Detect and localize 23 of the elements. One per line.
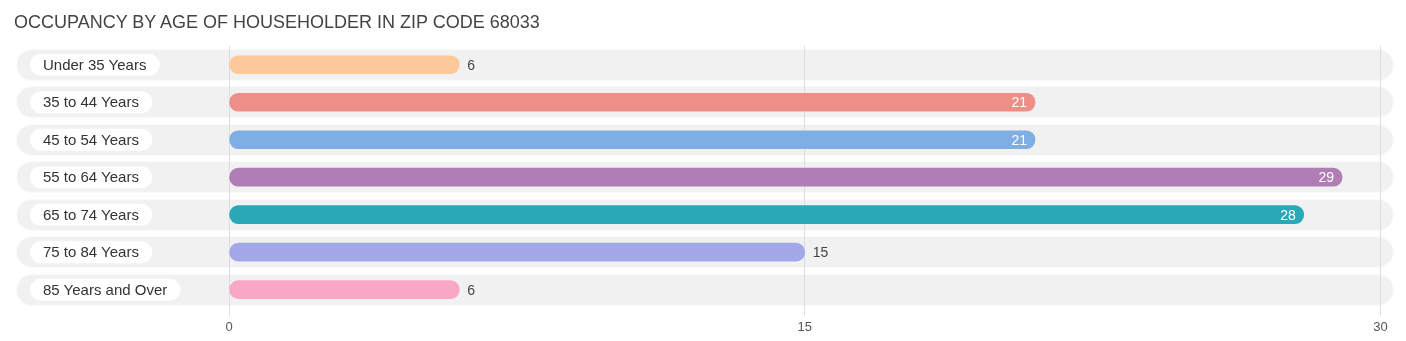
chart-title: OCCUPANCY BY AGE OF HOUSEHOLDER IN ZIP CODE 68033	[13, 11, 541, 34]
bar	[229, 55, 460, 75]
bar	[229, 130, 1036, 150]
data-label: 15	[812, 244, 829, 261]
y-tick-label: 35 to 44 Years	[43, 93, 139, 111]
y-tick-label: Under 35 Years	[43, 55, 147, 73]
y-tick-label: 75 to 84 Years	[43, 243, 139, 261]
data-label: 6	[467, 281, 476, 298]
x-tick-label: 30	[1373, 318, 1388, 334]
data-label: 21	[1011, 131, 1028, 148]
data-label: 28	[1280, 206, 1296, 223]
bar	[229, 280, 460, 299]
bar	[229, 242, 806, 262]
y-tick-label: 55 to 64 Years	[43, 168, 139, 186]
x-tick-label: 15	[797, 318, 813, 334]
data-label: 21	[1011, 94, 1028, 111]
data-label: 6	[467, 56, 476, 73]
y-tick-label: 65 to 74 Years	[43, 205, 139, 223]
bar	[229, 92, 1036, 112]
y-tick-label: 85 Years and Over	[43, 280, 168, 298]
x-tick-label: 0	[225, 318, 233, 334]
data-label: 29	[1318, 169, 1335, 186]
y-tick-label: 45 to 54 Years	[43, 130, 139, 148]
